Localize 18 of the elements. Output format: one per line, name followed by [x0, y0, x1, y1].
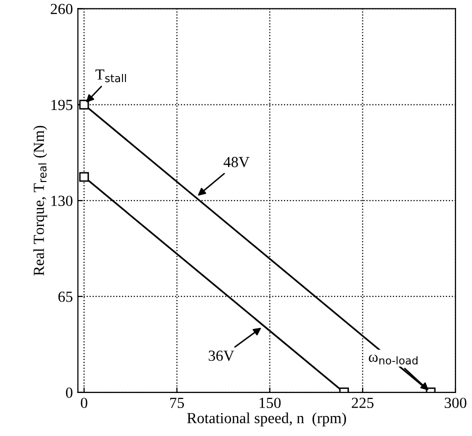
y-tick-label: 195	[51, 100, 72, 110]
point	[79, 100, 89, 110]
annotation: T$_{stall}$	[95, 70, 126, 82]
x-tick-label: 225	[352, 398, 374, 408]
x-tick-label: 75	[170, 398, 184, 408]
y-tick-label: 0	[66, 388, 72, 398]
y-tick-label: 260	[50, 4, 72, 14]
annotation: 36V	[208, 350, 234, 361]
annotation: 48V	[224, 156, 250, 168]
x-tick-label: 150	[260, 398, 281, 408]
x-tick-label: 300	[444, 398, 466, 408]
annotation: ω$_{no-load}$	[368, 354, 418, 364]
y-axis-title: Real Torque, T$_{real}$ (Nm)	[33, 126, 48, 276]
x-tick-label: 0	[80, 398, 88, 408]
y-tick-label: 65	[58, 292, 72, 302]
point	[79, 172, 89, 182]
x-axis-title: Rotational speed, n (rpm)	[187, 412, 346, 426]
y-tick-label: 130	[51, 196, 72, 206]
